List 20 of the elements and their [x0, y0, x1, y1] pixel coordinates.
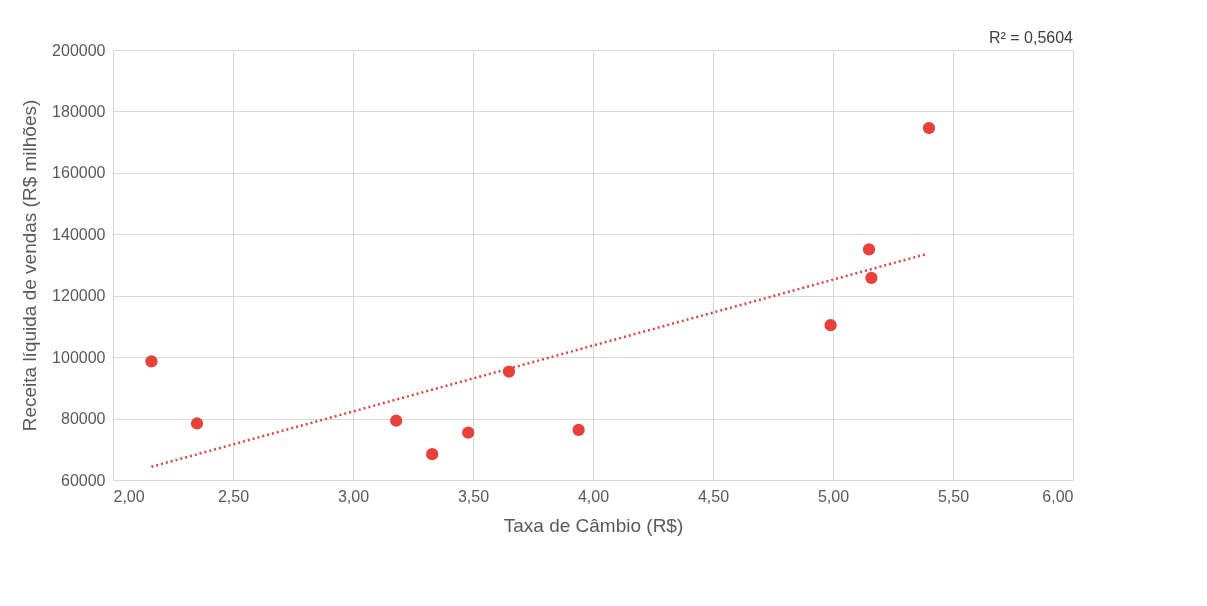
- y-axis-title: Receita líquida de vendas (R$ milhões): [19, 99, 41, 432]
- text: R² = 0,5604: [988, 29, 1074, 46]
- x-tick-label: 5,00: [817, 487, 850, 505]
- x-tick-label: 6,00: [1042, 487, 1074, 505]
- y-tick-label: 60000: [61, 471, 106, 489]
- x-tick-label: 4,00: [577, 487, 610, 505]
- x-tick-label: 2,50: [217, 487, 250, 505]
- x-tick-label: 2,00: [113, 487, 145, 505]
- y-tick-label: 120000: [52, 287, 106, 305]
- x-tick-label: 3,00: [337, 487, 370, 505]
- x-tick-label: 4,50: [697, 487, 730, 505]
- x-axis-title: Taxa de Câmbio (R$): [503, 514, 684, 536]
- y-tick-label: 160000: [52, 164, 106, 182]
- x-tick-label: 5,50: [937, 487, 970, 505]
- y-tick-label: 140000: [52, 225, 106, 243]
- x-tick-label: 3,50: [457, 487, 490, 505]
- y-tick-label: 180000: [52, 102, 106, 120]
- y-tick-label: 100000: [52, 348, 106, 366]
- y-tick-label: 80000: [61, 410, 106, 428]
- y-tick-label: 200000: [52, 41, 106, 59]
